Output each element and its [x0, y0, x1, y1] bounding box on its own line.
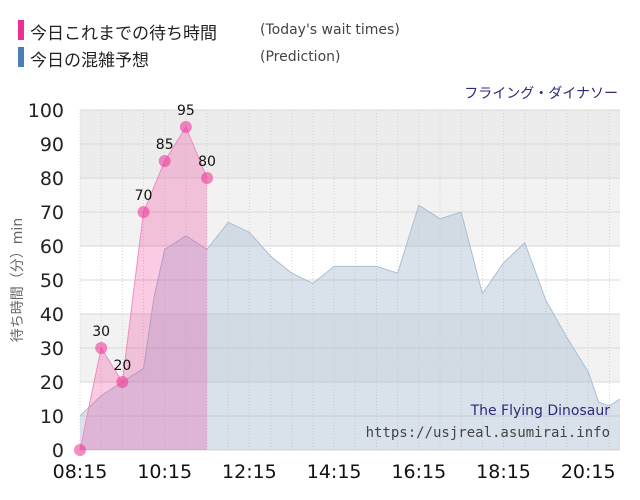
- today-data-point: [95, 342, 108, 354]
- y-tick-label: 60: [40, 236, 64, 258]
- today-data-point: [116, 376, 129, 388]
- plot-band: [80, 382, 620, 416]
- y-tick-label: 90: [40, 134, 64, 156]
- plot-band: [80, 246, 620, 280]
- today-data-point: [179, 121, 192, 133]
- y-tick-label: 50: [40, 270, 64, 292]
- x-tick-label: 10:15: [137, 461, 192, 483]
- prediction-area: [80, 205, 620, 450]
- y-tick-label: 40: [40, 304, 64, 326]
- today-data-point: [137, 206, 150, 218]
- plot-band: [80, 110, 620, 144]
- plot-band: [80, 280, 620, 314]
- y-tick-label: 0: [52, 440, 64, 462]
- plot-band: [80, 348, 620, 382]
- data-label: 20: [113, 358, 131, 374]
- x-tick-label: 08:15: [53, 461, 108, 483]
- plot-band: [80, 178, 620, 212]
- y-tick-label: 100: [28, 100, 64, 122]
- data-label: 85: [156, 137, 174, 153]
- x-tick-label: 18:15: [476, 461, 531, 483]
- data-label: 80: [198, 154, 216, 170]
- x-tick-label: 20:15: [561, 461, 616, 483]
- x-tick-label: 12:15: [222, 461, 277, 483]
- legend-label-today: 今日これまでの待ち時間: [30, 24, 217, 44]
- plot-band: [80, 314, 620, 348]
- y-tick-label: 10: [40, 406, 64, 428]
- y-tick-label: 80: [40, 168, 64, 190]
- today-data-point: [201, 172, 214, 184]
- plot-band: [80, 416, 620, 450]
- legend-label-prediction: 今日の混雑予想: [30, 51, 149, 71]
- data-label: 70: [135, 188, 153, 204]
- x-tick-label: 14:15: [307, 461, 362, 483]
- today-area: [80, 127, 208, 450]
- watermark-url: https://usjreal.asumirai.info: [366, 425, 610, 441]
- prediction-line: [79, 204, 621, 417]
- data-label: 95: [177, 103, 195, 119]
- watermark-title: The Flying Dinosaur: [470, 403, 611, 419]
- plot-band: [80, 212, 620, 246]
- today-data-point: [158, 155, 171, 167]
- legend-swatch-today: [18, 20, 24, 40]
- legend-note-prediction: (Prediction): [260, 49, 341, 65]
- legend-swatch-prediction: [18, 47, 24, 67]
- legend-note-today: (Today's wait times): [260, 22, 400, 38]
- ride-name: フライング・ダイナソー: [464, 86, 618, 102]
- y-tick-label: 70: [40, 202, 64, 224]
- y-tick-label: 20: [40, 372, 64, 394]
- data-label: 30: [92, 324, 110, 340]
- y-axis-label: 待ち時間（分）min: [10, 218, 26, 342]
- today-data-point: [74, 444, 86, 456]
- y-tick-label: 30: [40, 338, 64, 360]
- x-tick-label: 16:15: [391, 461, 446, 483]
